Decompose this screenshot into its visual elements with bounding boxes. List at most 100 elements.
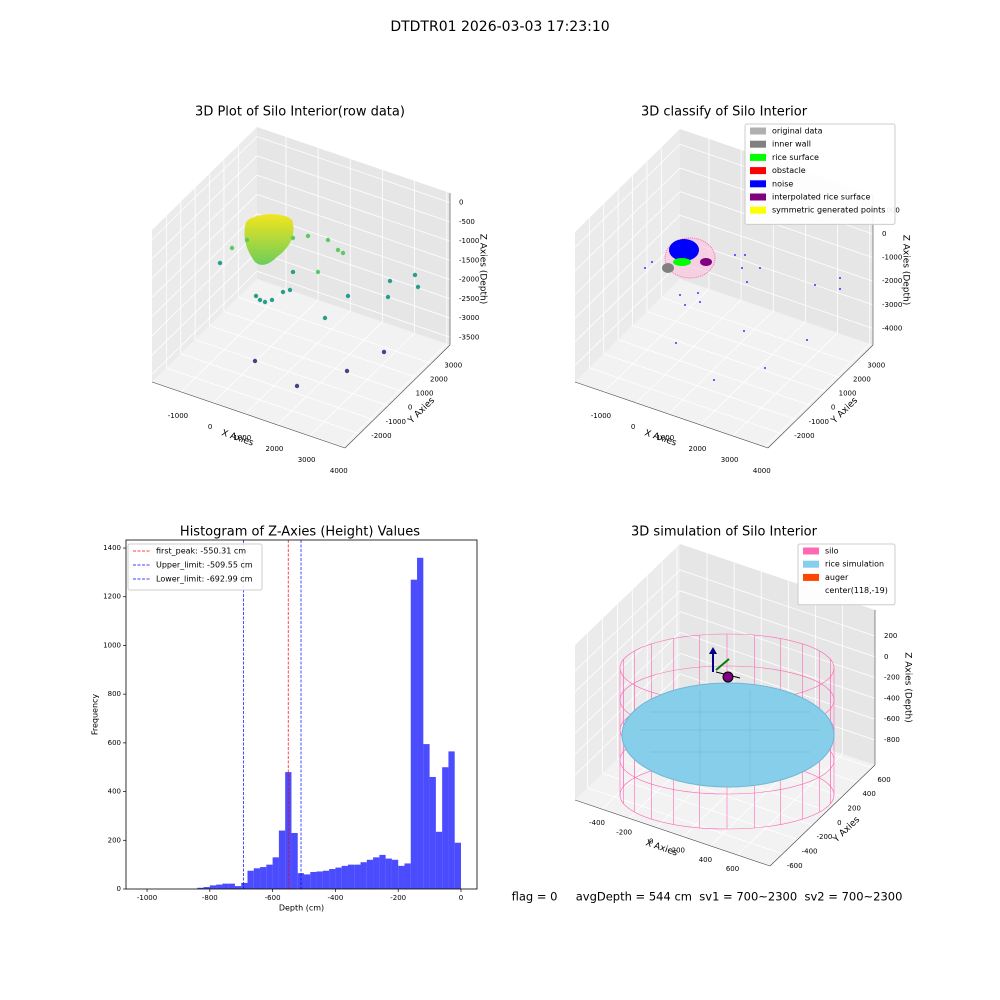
- grid-line: [603, 353, 797, 421]
- bar: [442, 767, 449, 889]
- grid-line: [668, 310, 774, 415]
- z-tick-label: -1000: [459, 237, 479, 245]
- grid-line: [589, 367, 783, 435]
- bar: [278, 830, 286, 889]
- z-tick-label: -600: [884, 715, 900, 723]
- legend-label: silo: [825, 547, 839, 556]
- grid-line: [277, 321, 383, 426]
- bar: [266, 864, 273, 889]
- y-tick-label: -2000: [794, 432, 814, 440]
- side-pane: [575, 544, 680, 800]
- bar: [316, 871, 323, 889]
- bar: [454, 842, 461, 889]
- grid-line: [635, 299, 742, 404]
- bar: [260, 867, 267, 889]
- grid-line: [574, 238, 681, 343]
- legend-patch: [750, 153, 766, 161]
- z-tick-label: -2500: [459, 295, 479, 303]
- x-tick-label: -1000: [137, 894, 157, 902]
- legend-patch: [803, 573, 819, 581]
- axis-line: [769, 764, 876, 867]
- y-tick-label: 200: [848, 805, 861, 813]
- rice-surface: [621, 682, 835, 788]
- z-tick-label: -1500: [459, 256, 479, 264]
- y-axis-label: Frequency: [91, 694, 100, 736]
- axis-line: [344, 344, 451, 449]
- bar: [417, 557, 424, 889]
- grid-line: [151, 174, 258, 279]
- legend-label: center(118,-19): [825, 586, 888, 595]
- grid-line: [574, 632, 681, 734]
- y-tick-label: 2000: [430, 375, 448, 383]
- x-axis-label: X Axies: [644, 838, 679, 858]
- x-tick-label: 200: [672, 847, 685, 855]
- grid-line: [209, 325, 403, 392]
- grid-line: [212, 299, 319, 404]
- point-clouds: [217, 214, 841, 830]
- y-tick-label: 200: [108, 836, 121, 844]
- bar: [448, 751, 455, 889]
- bar: [322, 870, 330, 889]
- y-tick-label: 400: [108, 788, 121, 796]
- legend-label: rice simulation: [825, 560, 884, 569]
- x-tick-label: -400: [327, 894, 343, 902]
- grid-line: [574, 262, 681, 366]
- grid-line: [574, 144, 681, 248]
- figure-title: DTDTR01 2026-03-03 17:23:10: [390, 19, 609, 35]
- bar: [203, 887, 210, 889]
- x-tick-label: -1000: [168, 412, 188, 420]
- bar: [410, 579, 418, 889]
- grid-line: [679, 611, 876, 678]
- grid-line: [732, 332, 838, 437]
- bar: [222, 883, 229, 889]
- bar: [366, 859, 374, 889]
- grid-line: [574, 652, 681, 755]
- grid-line: [574, 191, 681, 295]
- x-tick-label: 0: [631, 423, 635, 431]
- bar: [404, 863, 411, 889]
- y-tick-label: 1000: [416, 390, 434, 398]
- grid-line: [245, 310, 351, 415]
- bar: [379, 854, 386, 889]
- y-tick-label: 0: [408, 404, 412, 412]
- grid-line: [574, 167, 681, 272]
- bar: [391, 859, 399, 889]
- legend-patch: [750, 127, 766, 135]
- side-pane: [575, 129, 680, 382]
- axis-line: [574, 799, 771, 867]
- x-tick-label: 2000: [266, 445, 284, 453]
- chart-title: 3D classify of Silo Interior: [641, 105, 808, 120]
- x-axis-label: X Axies: [220, 428, 255, 448]
- y-tick-label: -600: [787, 862, 803, 870]
- chart-title: Histogram of Z-Axies (Height) Values: [180, 525, 420, 540]
- bar: [429, 776, 436, 889]
- y-tick-label: -1000: [809, 418, 829, 426]
- legend-box: [127, 543, 263, 591]
- grid-line: [587, 787, 783, 855]
- chart-title: 3D simulation of Silo Interior: [631, 525, 818, 540]
- cloud: [673, 258, 691, 266]
- x-axis-label: Depth (cm): [279, 904, 324, 913]
- y-axis-label: Y Axies: [831, 815, 862, 846]
- y-tick-label: 3000: [444, 361, 462, 369]
- z-tick-label: -2000: [459, 276, 479, 284]
- grid-line: [679, 590, 876, 658]
- grid-line: [341, 343, 448, 448]
- z-tick-label: -500: [459, 218, 475, 226]
- legend-patch: [803, 560, 819, 568]
- legend-label: interpolated rice surface: [772, 193, 870, 202]
- auger-axis: [715, 658, 730, 671]
- grid-line: [646, 311, 841, 378]
- y-tick-label: 1000: [103, 641, 121, 649]
- y-tick-label: 800: [108, 690, 121, 698]
- grid-line: [256, 270, 451, 338]
- grid-line: [151, 232, 258, 337]
- y-tick-label: 1000: [839, 390, 857, 398]
- y-tick-label: -200: [817, 833, 833, 841]
- bar: [335, 867, 342, 889]
- bar: [423, 744, 430, 889]
- x-tick-label: -800: [202, 894, 218, 902]
- z-tick-label: -3000: [882, 301, 902, 309]
- bar: [398, 865, 405, 889]
